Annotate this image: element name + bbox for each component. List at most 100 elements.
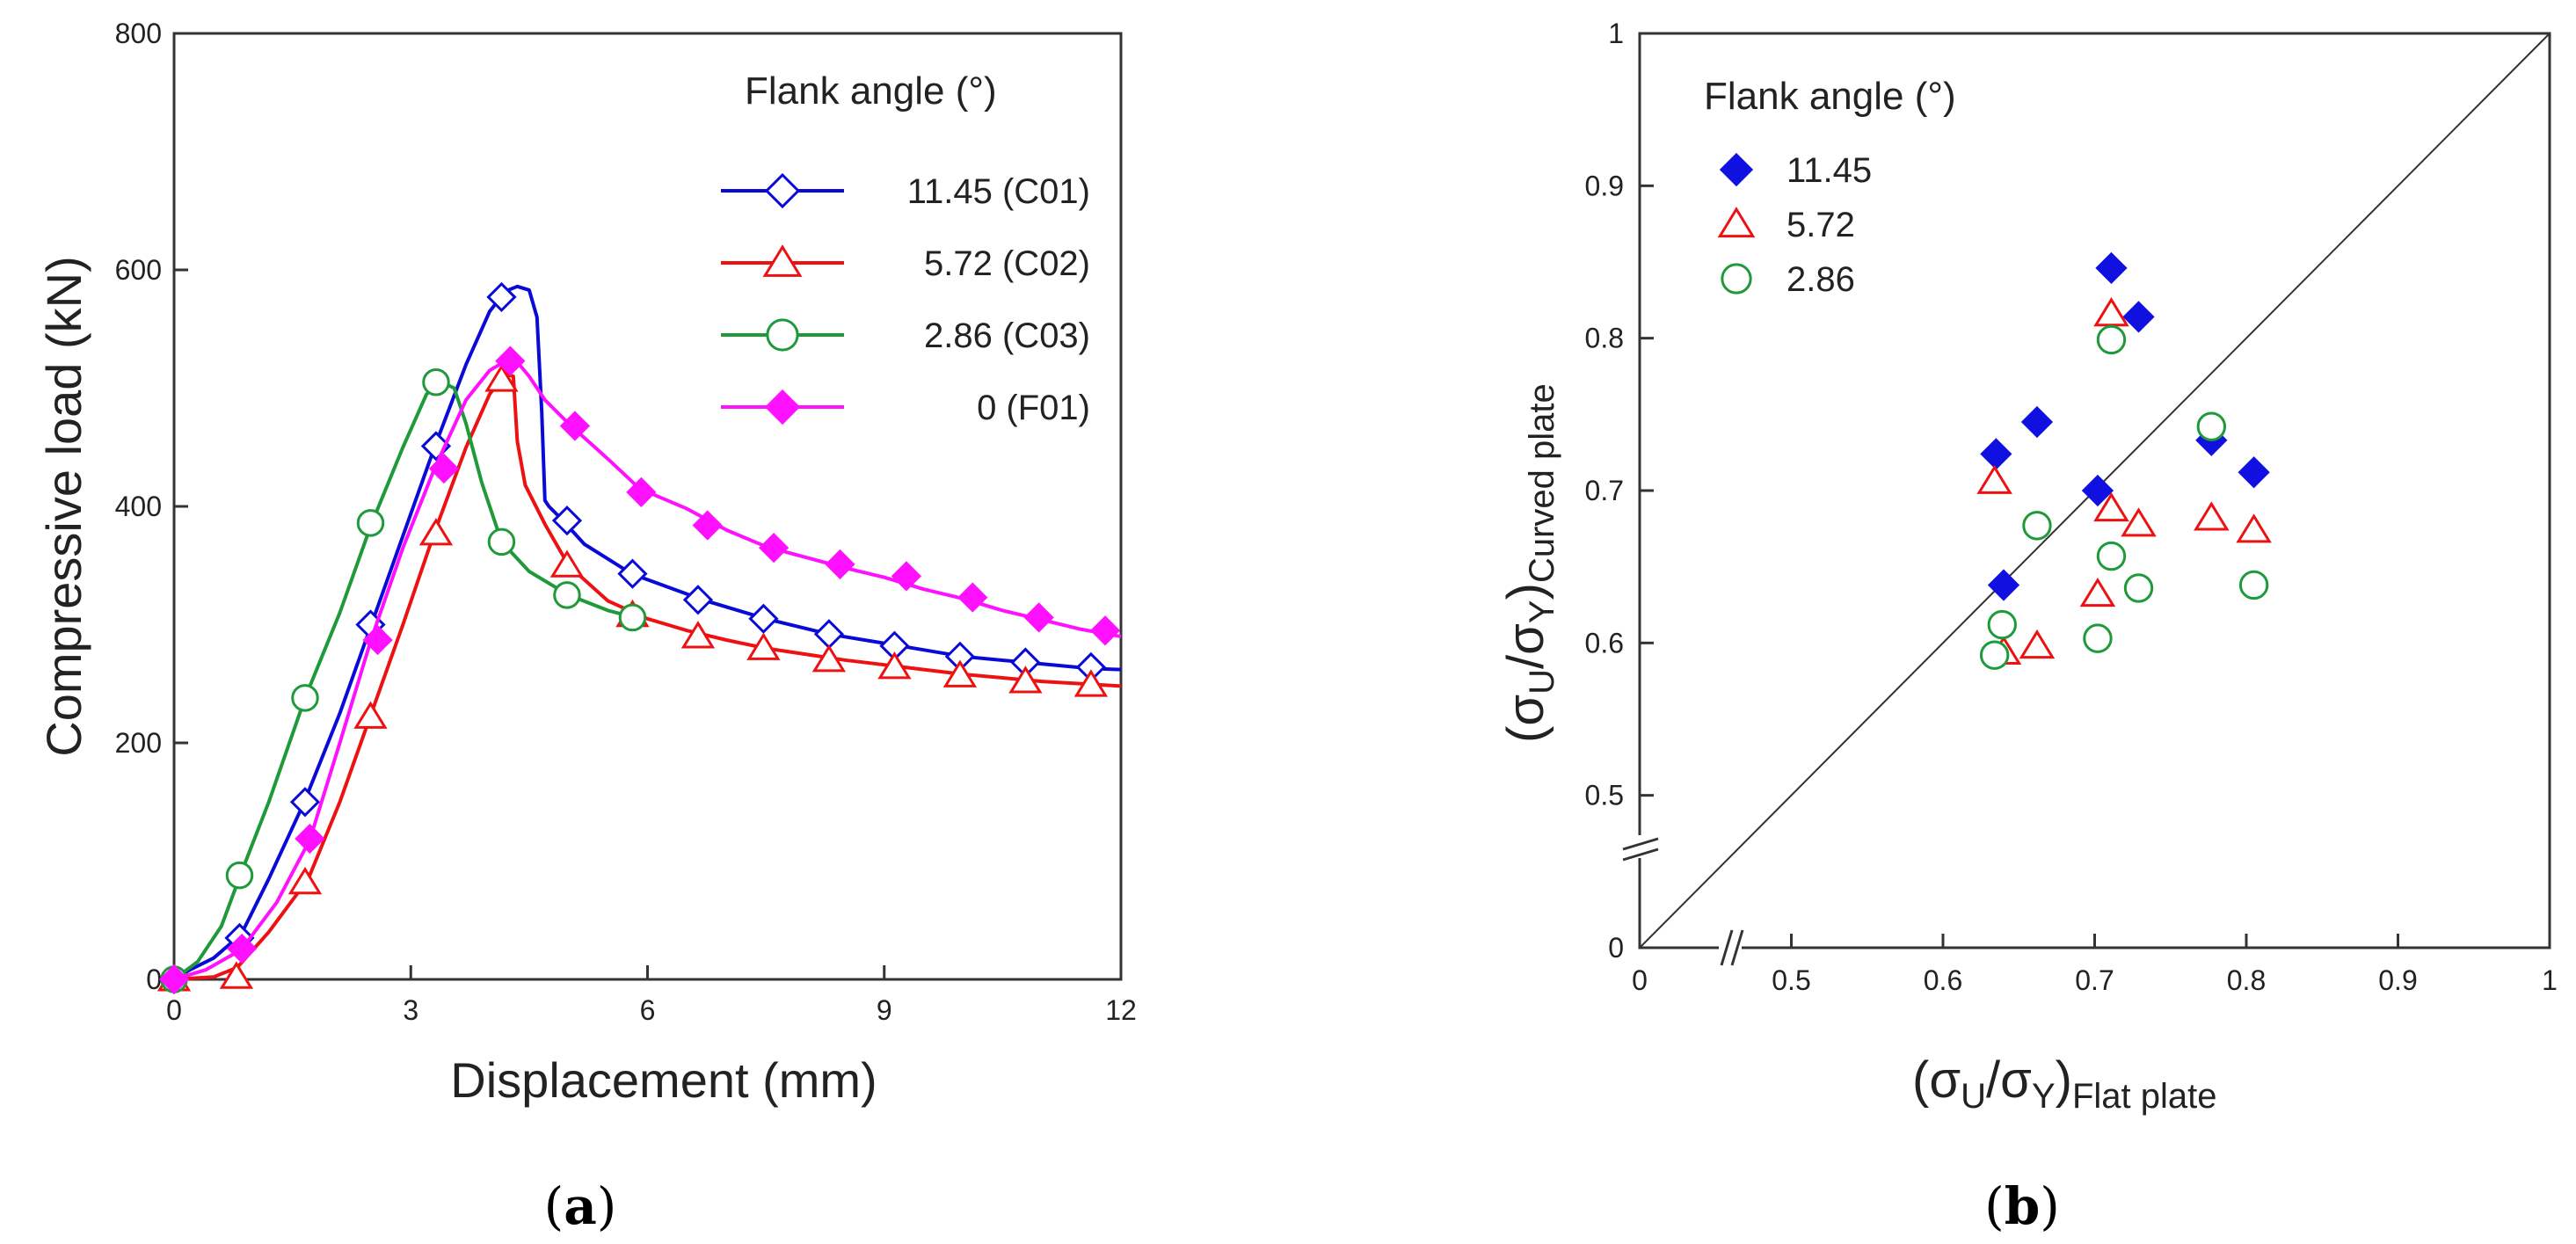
- x-tick-label: 1: [2542, 964, 2558, 996]
- data-point: [942, 659, 978, 687]
- x-tick-label: 0.8: [2227, 964, 2266, 996]
- legend-marker: [1721, 263, 1752, 295]
- panel-a-legend-title: Flank angle (°): [745, 69, 997, 113]
- legend-label: 5.72 (C02): [924, 244, 1090, 283]
- x-tick-label: 6: [640, 994, 656, 1026]
- data-point: [484, 364, 519, 392]
- scatter-point: [2238, 570, 2269, 600]
- series-4: [158, 346, 1122, 995]
- scatter-point: [2194, 501, 2230, 531]
- data-point: [418, 518, 454, 546]
- series-line: [172, 380, 641, 981]
- scatter-point: [2022, 511, 2052, 541]
- panel-a-line-chart: 0 200 400 600 800 0 3 6 9 12 Displacement (mm) C…: [36, 18, 1137, 1236]
- legend-entry-4: 0 (F01): [721, 389, 1090, 427]
- scatter-point: [1987, 569, 2020, 601]
- x-tick-label: 12: [1105, 994, 1137, 1026]
- series-3: [160, 368, 647, 993]
- panel-a-x-ticks: 0 3 6 9 12: [166, 965, 1137, 1026]
- panel-a-series: [156, 281, 1122, 995]
- y-tick-label: 0: [1608, 932, 1624, 964]
- data-point: [158, 964, 190, 995]
- scatter-point: [2093, 491, 2129, 522]
- data-point: [289, 787, 321, 818]
- scatter-point: [2236, 513, 2272, 543]
- y-tick-label: 800: [115, 18, 162, 49]
- data-point: [227, 933, 258, 964]
- scatter-point: [1987, 609, 2017, 640]
- legend-marker: [1717, 207, 1756, 238]
- data-point: [353, 701, 388, 729]
- scatter-point: [1980, 438, 2012, 470]
- scatter-point: [2079, 577, 2116, 607]
- panel-b-series: [1976, 251, 2272, 670]
- data-point: [1073, 669, 1109, 697]
- data-point: [877, 651, 912, 680]
- data-point: [559, 411, 591, 441]
- y-tick-label: 600: [115, 254, 162, 286]
- y-tick-label: 0.9: [1585, 170, 1624, 201]
- data-point: [291, 684, 319, 712]
- scatter-point: [2196, 411, 2227, 441]
- data-point: [813, 619, 845, 650]
- legend-marker: [1719, 152, 1754, 187]
- legend-entry-3: 2.86: [1721, 260, 1855, 299]
- scatter-point: [2123, 573, 2154, 603]
- y-tick-label: 0.5: [1585, 780, 1624, 811]
- x-tick-label: 0: [1632, 964, 1648, 996]
- series-line: [173, 359, 1122, 981]
- y-tick-label: 400: [115, 491, 162, 522]
- series-2: [156, 364, 1122, 992]
- panel-b-y-axis-label: (σU/σY)Curved plate: [1497, 383, 1561, 743]
- scatter-point: [1976, 464, 2012, 494]
- data-point: [891, 561, 922, 592]
- data-point: [680, 621, 716, 649]
- data-point: [758, 532, 790, 564]
- data-point: [825, 549, 855, 580]
- legend-entry-3: 2.86 (C03): [721, 316, 1090, 355]
- data-point: [219, 961, 254, 989]
- panel-b-y-ticks: 0 0.5 0.6 0.7 0.8 0.9 1: [1585, 18, 1654, 964]
- legend-marker: [766, 318, 799, 352]
- data-point: [1008, 666, 1043, 694]
- y-tick-label: 0.7: [1585, 475, 1624, 506]
- panel-b-legend: Flank angle (°) 11.45 5.72 2.86: [1704, 75, 1956, 299]
- scatter-point: [2095, 251, 2128, 285]
- legend-entry-1: 11.45: [1719, 151, 1872, 190]
- panel-a-y-ticks: 0 200 400 600 800: [115, 18, 188, 995]
- data-point: [1023, 602, 1054, 633]
- data-point: [746, 632, 781, 660]
- panel-b-legend-title: Flank angle (°): [1704, 75, 1956, 118]
- data-point: [287, 866, 323, 895]
- scatter-point: [1979, 640, 2010, 670]
- data-point: [422, 368, 450, 396]
- legend-label: 2.86 (C03): [924, 316, 1090, 355]
- data-point: [486, 281, 517, 313]
- series-line: [173, 372, 1122, 981]
- scatter-point: [2093, 297, 2129, 327]
- data-point: [1089, 615, 1121, 646]
- legend-label: 0 (F01): [977, 389, 1090, 427]
- legend-marker: [764, 172, 801, 209]
- panel-b-caption: (b): [1984, 1176, 2060, 1236]
- panel-b-x-ticks: 0 0.5 0.6 0.7 0.8 0.9 1: [1632, 934, 2558, 996]
- legend-entry-2: 5.72 (C02): [721, 244, 1090, 283]
- scatter-point: [2238, 456, 2270, 489]
- data-point: [356, 509, 385, 537]
- data-point: [549, 549, 585, 578]
- x-tick-label: 9: [877, 994, 892, 1026]
- x-tick-label: 0: [166, 994, 182, 1026]
- x-tick-label: 0.6: [1924, 964, 1962, 996]
- legend-label: 11.45 (C01): [907, 172, 1090, 211]
- legend-marker: [764, 389, 801, 426]
- scatter-point: [2019, 629, 2056, 659]
- legend-label: 5.72: [1786, 206, 1855, 244]
- data-point: [811, 644, 847, 673]
- scatter-point: [2081, 474, 2114, 507]
- panel-b-y-axis-break: [1622, 835, 1659, 862]
- data-point: [420, 431, 452, 462]
- data-point: [626, 477, 657, 507]
- legend-entry-1: 11.45 (C01): [721, 172, 1090, 211]
- panel-a-legend: Flank angle (°) 11.45 (C01) 5.72 (C02) 2.8…: [721, 69, 1090, 427]
